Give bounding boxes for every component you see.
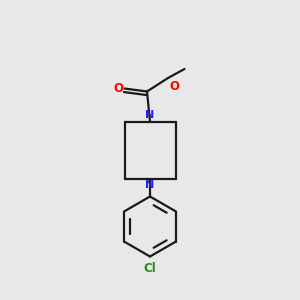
Text: N: N — [146, 180, 154, 190]
Text: N: N — [146, 110, 154, 120]
Text: O: O — [169, 80, 179, 92]
Text: Cl: Cl — [144, 262, 156, 275]
Text: O: O — [113, 82, 123, 95]
